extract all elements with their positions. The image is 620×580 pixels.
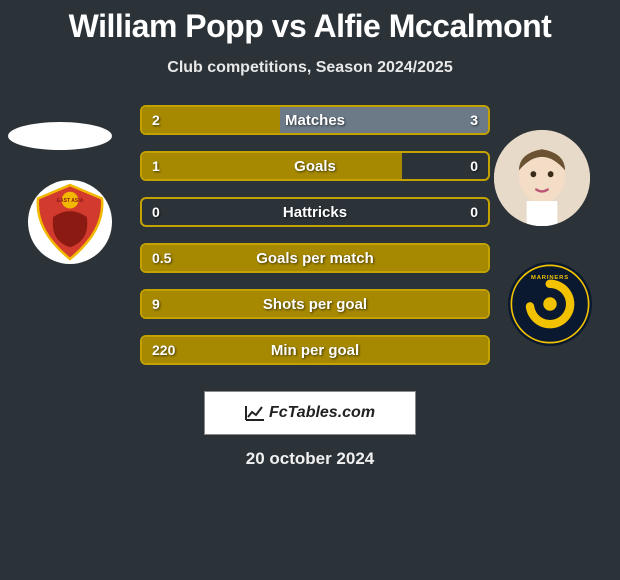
stat-label: Min per goal [142,337,488,363]
brand-label: FcTables.com [245,404,375,422]
brand-box: FcTables.com [204,391,416,435]
stats-panel: 2Matches31Goals00Hattricks00.5Goals per … [0,105,620,375]
stat-value-player2: 0 [470,199,478,225]
stat-row: 9Shots per goal [140,289,490,319]
comparison-title: William Popp vs Alfie Mccalmont [0,0,620,45]
stat-row: 0Hattricks0 [140,197,490,227]
date-label: 20 october 2024 [0,449,620,469]
stat-label: Shots per goal [142,291,488,317]
brand-chart-icon [245,405,265,421]
stat-row: 2Matches3 [140,105,490,135]
subtitle: Club competitions, Season 2024/2025 [0,59,620,77]
stat-label: Hattricks [142,199,488,225]
title-vs: vs [272,8,307,44]
stat-row: 0.5Goals per match [140,243,490,273]
stat-row: 220Min per goal [140,335,490,365]
title-player1: William Popp [69,8,264,44]
stat-row: 1Goals0 [140,151,490,181]
brand-text: FcTables.com [269,404,375,422]
stat-label: Matches [142,107,488,133]
title-player2: Alfie Mccalmont [313,8,551,44]
stat-label: Goals per match [142,245,488,271]
stat-value-player2: 3 [470,107,478,133]
stat-value-player2: 0 [470,153,478,179]
stat-label: Goals [142,153,488,179]
stat-bars-container: 2Matches31Goals00Hattricks00.5Goals per … [140,105,490,381]
